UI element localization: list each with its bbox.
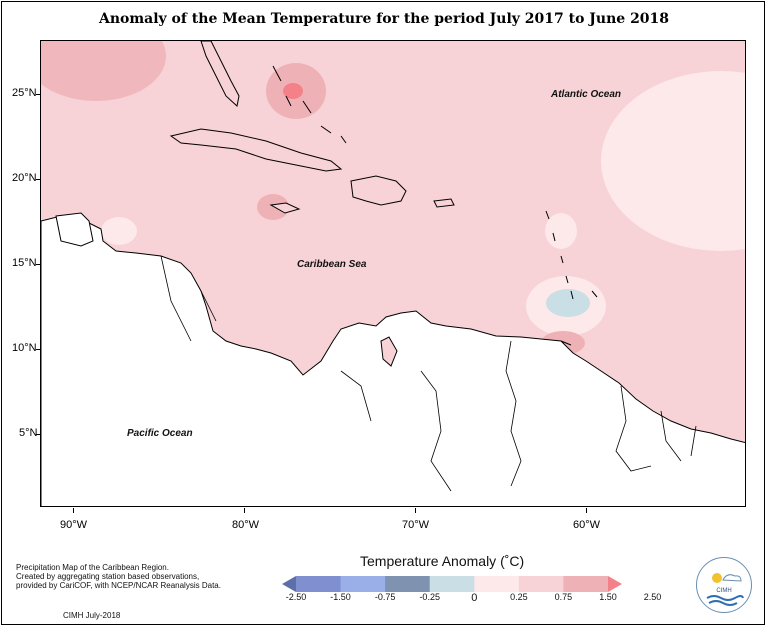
lon-tick xyxy=(73,508,74,513)
legend-label: -1.50 xyxy=(330,592,351,602)
lat-label-25: 25°N xyxy=(12,87,37,99)
cool-anomaly-leewards xyxy=(545,213,577,249)
lon-label-90: 90°W xyxy=(60,519,88,531)
lat-tick xyxy=(36,179,41,180)
land-central-south-america xyxy=(41,215,745,506)
credit-text: CIMH July-2018 xyxy=(63,611,121,620)
cold-anomaly-barbados xyxy=(546,289,590,317)
lat-label-10: 10°N xyxy=(12,342,37,354)
lake-maracaibo xyxy=(380,336,398,367)
legend-label: -0.75 xyxy=(374,592,396,602)
note-line-1: Precipitation Map of the Caribbean Regio… xyxy=(16,563,169,572)
lat-tick xyxy=(36,434,41,435)
border-lines xyxy=(160,255,697,492)
logo-text: CIMH xyxy=(716,588,732,594)
lon-label-70: 70°W xyxy=(402,519,430,531)
land-bahamas xyxy=(272,65,347,144)
note-line-3: provided by CariCOF, with NCEP/NCAR Rean… xyxy=(16,581,221,590)
legend-label: -2.50 xyxy=(285,592,307,602)
land-lesser-antilles xyxy=(545,210,598,346)
lat-label-15: 15°N xyxy=(12,257,37,269)
legend-swatch xyxy=(340,576,386,592)
anomaly-map: Atlantic Ocean Caribbean Sea Pacific Oce… xyxy=(40,40,746,507)
cimh-logo: CIMH xyxy=(696,557,752,613)
legend-swatch xyxy=(563,576,609,592)
legend-swatch-min xyxy=(282,576,296,592)
note-line-2: Created by aggregating station based obs… xyxy=(16,572,200,581)
hot-spot-bahamas xyxy=(283,83,303,99)
land-jamaica xyxy=(269,202,301,214)
land-hispaniola xyxy=(350,175,407,206)
legend-swatch xyxy=(474,576,520,592)
warm-anomaly-jamaica xyxy=(257,194,289,220)
warm-anomaly-northwest xyxy=(41,41,166,101)
cool-anomaly-atlantic xyxy=(601,71,745,251)
land-florida xyxy=(200,41,240,107)
legend-swatch xyxy=(296,576,342,592)
lat-label-20: 20°N xyxy=(12,172,37,184)
lon-tick xyxy=(415,508,416,513)
map-canvas xyxy=(41,41,745,506)
legend-label: 2.50 xyxy=(643,592,662,602)
lat-tick xyxy=(36,349,41,350)
cool-anomaly-honduras xyxy=(101,217,137,245)
legend-swatch xyxy=(429,576,475,592)
land-cuba xyxy=(169,128,343,172)
label-caribbean-sea: Caribbean Sea xyxy=(297,259,367,270)
legend-swatch-max xyxy=(608,576,622,592)
wave-icon xyxy=(706,595,744,601)
legend-colorbar xyxy=(282,576,622,592)
lon-label-80: 80°W xyxy=(232,519,260,531)
legend-swatch xyxy=(385,576,431,592)
label-atlantic-ocean: Atlantic Ocean xyxy=(551,89,622,100)
map-title: Anomaly of the Mean Temperature for the … xyxy=(98,11,670,27)
lat-tick xyxy=(36,94,41,95)
lat-label-5: 5°N xyxy=(19,427,38,439)
lon-label-60: 60°W xyxy=(573,519,601,531)
legend-label: 0 xyxy=(471,592,478,604)
logo-emblem xyxy=(706,573,744,606)
legend-swatch xyxy=(518,576,564,592)
lon-tick xyxy=(586,508,587,513)
label-pacific-ocean: Pacific Ocean xyxy=(127,428,193,439)
land-yucatan xyxy=(55,212,94,247)
legend-label: 0.75 xyxy=(554,592,573,602)
cloud-icon xyxy=(722,574,742,582)
lat-tick xyxy=(36,264,41,265)
legend-label: -0.25 xyxy=(419,592,440,602)
lon-tick xyxy=(244,508,245,513)
sun-icon xyxy=(712,573,722,583)
legend-label: 1.50 xyxy=(599,592,617,602)
land-puerto-rico xyxy=(433,198,455,208)
legend-title: Temperature Anomaly (˚C) xyxy=(360,553,525,569)
legend-label: 0.25 xyxy=(510,592,528,602)
